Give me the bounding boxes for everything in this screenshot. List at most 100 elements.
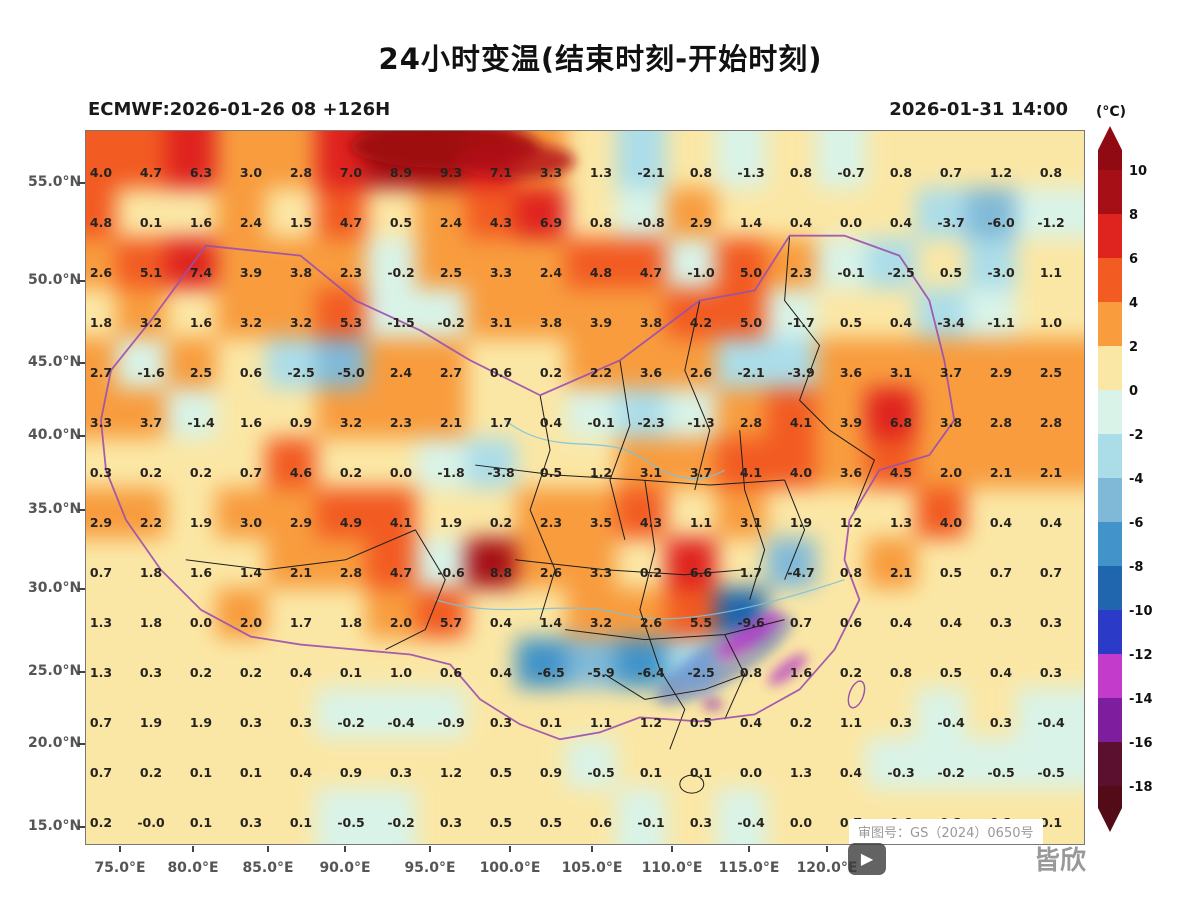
grid-value: 0.2	[189, 465, 213, 480]
lat-tick-mark	[78, 509, 85, 511]
grid-value: 2.9	[289, 515, 313, 530]
grid-value: 3.8	[539, 315, 563, 330]
colorbar-tick-label: 0	[1129, 384, 1138, 399]
grid-value: 1.7	[739, 565, 763, 580]
grid-value: 4.5	[889, 465, 913, 480]
grid-value: 0.9	[289, 415, 313, 430]
grid-value: 2.7	[439, 365, 463, 380]
grid-value: 0.9	[539, 765, 563, 780]
grid-value: 2.9	[989, 365, 1013, 380]
grid-value: 0.3	[1039, 615, 1063, 630]
grid-value: 2.1	[889, 565, 913, 580]
grid-values-layer: 4.0 4.7 6.3 3.0 2.8 7.0 8.9 9.3 7.1 3.3 1.3 -2.1 0.8…	[86, 131, 1084, 844]
grid-value: 1.1	[589, 715, 613, 730]
grid-value: -0.0	[137, 815, 165, 830]
valid-time-label: 2026-01-31 14:00	[889, 99, 1068, 120]
colorbar-tick-label: -10	[1129, 604, 1153, 619]
colorbar-tick-label: 2	[1129, 340, 1138, 355]
grid-value: 2.8	[989, 415, 1013, 430]
grid-value: 2.6	[89, 265, 113, 280]
grid-value: 6.8	[889, 415, 913, 430]
lon-tick-mark	[671, 846, 673, 852]
lat-tick-mark	[78, 826, 85, 828]
grid-value: 4.2	[689, 315, 713, 330]
colorbar-tick-label: 6	[1129, 252, 1138, 267]
grid-value: 0.3	[289, 715, 313, 730]
grid-value: -1.5	[387, 315, 415, 330]
grid-value: 0.6	[839, 615, 863, 630]
grid-value: -5.9	[587, 665, 615, 680]
grid-value: 4.0	[939, 515, 963, 530]
grid-value: 2.5	[439, 265, 463, 280]
lon-tick-mark	[192, 846, 194, 852]
lat-tick-label: 15.0°N	[28, 818, 82, 834]
grid-value: 0.4	[889, 615, 913, 630]
grid-value: 6.9	[539, 215, 563, 230]
grid-value: -9.6	[737, 615, 765, 630]
grid-value: 3.7	[139, 415, 163, 430]
grid-value: 3.8	[639, 315, 663, 330]
grid-value: -0.4	[737, 815, 765, 830]
grid-value: 0.4	[289, 665, 313, 680]
colorbar-band	[1098, 434, 1122, 478]
lon-tick-mark	[509, 846, 511, 852]
heat-cell	[766, 838, 836, 844]
grid-value: 2.4	[439, 215, 463, 230]
grid-value: 4.9	[339, 515, 363, 530]
grid-value: 3.2	[339, 415, 363, 430]
grid-value: 0.3	[689, 815, 713, 830]
heat-cell	[416, 838, 486, 844]
lat-tick-label: 30.0°N	[28, 580, 82, 596]
grid-value: 0.8	[689, 165, 713, 180]
grid-value: -0.6	[437, 565, 465, 580]
grid-value: 2.6	[539, 565, 563, 580]
grid-value: 0.8	[889, 665, 913, 680]
grid-value: 0.4	[289, 765, 313, 780]
grid-value: 0.3	[89, 465, 113, 480]
grid-value: 0.5	[389, 215, 413, 230]
grid-value: 2.8	[739, 415, 763, 430]
grid-value: 1.9	[439, 515, 463, 530]
colorbar-arrow-bottom	[1098, 808, 1122, 832]
grid-value: 3.1	[739, 515, 763, 530]
grid-value: 0.7	[239, 465, 263, 480]
grid-value: 2.6	[639, 615, 663, 630]
weather-map: 4.0 4.7 6.3 3.0 2.8 7.0 8.9 9.3 7.1 3.3 1.3 -2.1 0.8…	[85, 130, 1085, 845]
colorbar-band	[1098, 786, 1122, 808]
grid-value: 6.6	[689, 565, 713, 580]
grid-value: 0.4	[539, 415, 563, 430]
lat-tick-label: 50.0°N	[28, 272, 82, 288]
lat-tick-mark	[78, 362, 85, 364]
lon-tick-mark	[267, 846, 269, 852]
chart-title: 24小时变温(结束时刻-开始时刻)	[378, 42, 823, 76]
grid-value: 0.7	[1039, 565, 1063, 580]
grid-value: -0.5	[987, 765, 1015, 780]
heat-cell	[316, 838, 386, 844]
lat-tick-mark	[78, 182, 85, 184]
grid-value: 4.7	[139, 165, 163, 180]
grid-value: 0.7	[89, 715, 113, 730]
lat-tick-mark	[78, 280, 85, 282]
lat-tick-mark	[78, 671, 85, 673]
colorbar-tick-label: -6	[1129, 516, 1143, 531]
colorbar-band	[1098, 150, 1122, 170]
grid-value: 6.3	[189, 165, 213, 180]
grid-value: 7.0	[339, 165, 363, 180]
grid-value: 0.3	[239, 815, 263, 830]
grid-value: 3.3	[539, 165, 563, 180]
grid-value: -2.5	[887, 265, 915, 280]
colorbar-tick-label: -18	[1129, 780, 1153, 795]
colorbar-tick-label: -16	[1129, 736, 1153, 751]
grid-value: -0.4	[1037, 715, 1065, 730]
colorbar-band	[1098, 654, 1122, 698]
grid-value: 3.0	[239, 165, 263, 180]
grid-value: 0.1	[189, 815, 213, 830]
grid-value: 1.8	[339, 615, 363, 630]
grid-value: 2.8	[1039, 415, 1063, 430]
grid-value: 2.0	[239, 615, 263, 630]
grid-value: -2.1	[737, 365, 765, 380]
heat-cell	[616, 838, 686, 844]
lat-tick-label: 40.0°N	[28, 427, 82, 443]
grid-value: -0.5	[587, 765, 615, 780]
